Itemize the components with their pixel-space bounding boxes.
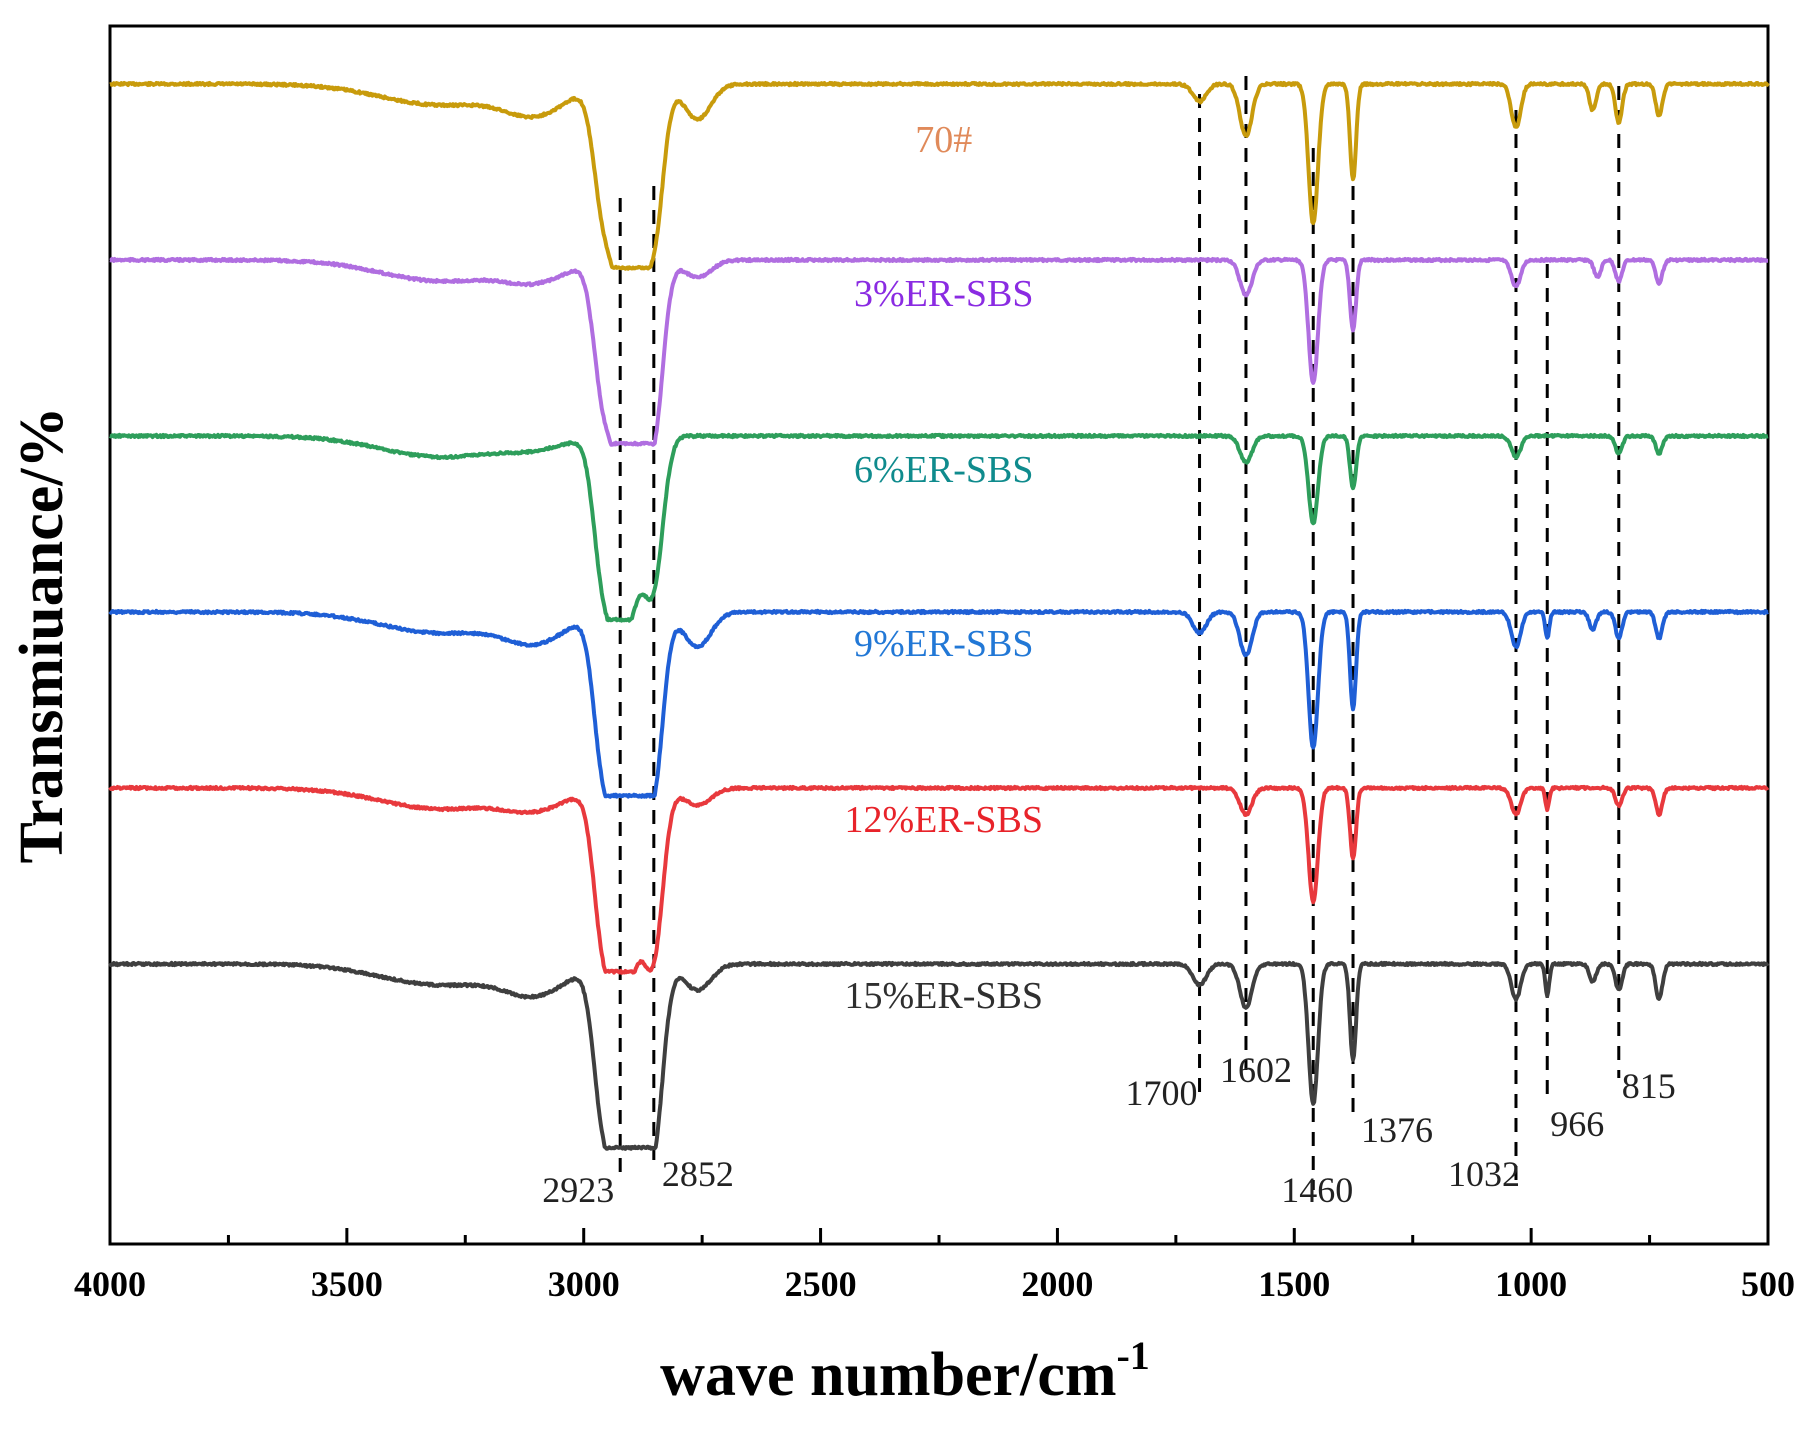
series-labels: 70# 3%ER-SBS 6%ER-SBS 9%ER-SBS 12%ER-SBS 15%E… [844,119,1042,1017]
x-tick-label: 4000 [74,1264,146,1304]
peak-label-2852: 2852 [662,1154,734,1194]
series-label-70-: 70# [915,119,972,161]
peak-label-1376: 1376 [1361,1110,1433,1150]
peak-label-1032: 1032 [1448,1154,1520,1194]
x-axis-ticks: 4000 3500 3000 2500 2000 1500 1000 500 [74,1228,1795,1304]
x-tick-label: 3000 [548,1264,620,1304]
series-line-70- [108,80,1770,271]
peak-label-815: 815 [1622,1066,1676,1106]
peak-label-1602: 1602 [1220,1050,1292,1090]
peak-reference-lines [618,76,1621,1190]
series-line-9-er-sbs [108,608,1770,799]
x-tick-label: 1500 [1258,1264,1330,1304]
series-line-15-er-sbs [108,960,1770,1151]
series-label-12-er-sbs: 12%ER-SBS [844,799,1042,841]
peak-label-966: 966 [1550,1104,1604,1144]
series-line-12-er-sbs [108,784,1770,975]
x-tick-label: 3500 [311,1264,383,1304]
x-tick-label: 2500 [785,1264,857,1304]
x-axis-title-main: wave number/cm [660,1341,1116,1409]
series-label-9-er-sbs: 9%ER-SBS [854,623,1033,665]
series-label-6-er-sbs: 6%ER-SBS [854,449,1033,491]
x-axis-title: wave number/cm-1 [660,1333,1150,1409]
spectra-series [108,80,1770,1151]
series-line-6-er-sbs [108,432,1770,623]
series-label-15-er-sbs: 15%ER-SBS [844,975,1042,1017]
peak-label-1700: 1700 [1126,1073,1198,1113]
x-tick-label: 500 [1741,1264,1795,1304]
series-line-3-er-sbs [108,256,1770,447]
series-label-3-er-sbs: 3%ER-SBS [854,273,1033,315]
y-axis-title: Transmiuance/% [8,407,76,864]
peak-label-1460: 1460 [1281,1170,1353,1210]
x-tick-label: 1000 [1495,1264,1567,1304]
peak-label-2923: 2923 [542,1170,614,1210]
x-tick-label: 2000 [1021,1264,1093,1304]
x-axis-title-sup: -1 [1116,1333,1149,1378]
